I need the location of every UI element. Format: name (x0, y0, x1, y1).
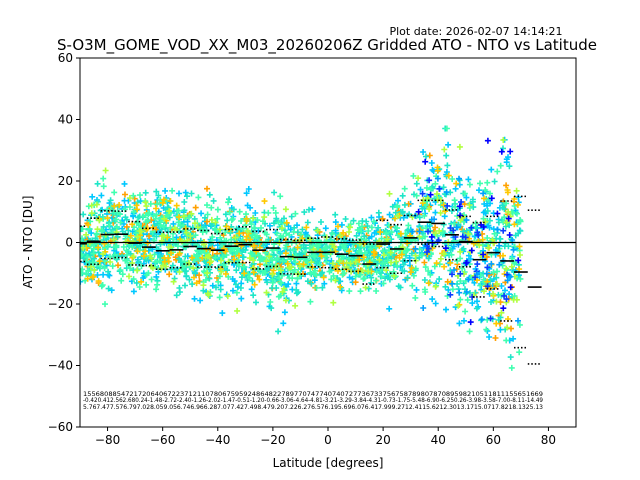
y-tick-label: 40 (58, 113, 73, 127)
y-axis-label: ATO - NTO [DU] (21, 196, 35, 289)
x-tick-label: 0 (324, 433, 332, 447)
x-axis-label: Latitude [degrees] (273, 456, 384, 470)
x-axis: −80 −60 −40 −20 0 20 40 60 80 (95, 427, 556, 447)
bin-stds-row: 5.767.477.576.797.028.059.056.746.966.28… (83, 404, 543, 411)
scatter-points (80, 125, 524, 371)
bin-counts-row: 1556808854721720640672237121107806759592… (83, 391, 543, 398)
y-tick-label: 0 (65, 236, 73, 250)
y-tick-label: −20 (48, 297, 73, 311)
plot-date: Plot date: 2026-02-07 14:14:21 (389, 25, 562, 38)
y-tick-label: −60 (48, 420, 73, 434)
statistic-lines (80, 195, 542, 365)
scatter-marker-group (80, 137, 523, 331)
x-tick-label: −20 (260, 433, 285, 447)
x-tick-label: 80 (541, 433, 556, 447)
scatter-marker-group (409, 175, 521, 324)
y-axis: −60 −40 −20 0 20 40 60 (48, 51, 80, 434)
chart-title: S-O3M_GOME_VOD_XX_M03_20260206Z Gridded … (57, 36, 597, 55)
x-tick-label: −60 (150, 433, 175, 447)
y-tick-label: 60 (58, 51, 73, 65)
x-tick-label: −80 (95, 433, 120, 447)
x-tick-label: 60 (486, 433, 501, 447)
y-tick-label: 20 (58, 174, 73, 188)
x-tick-label: 40 (431, 433, 446, 447)
bin-statistics: 1556808854721720640672237121107806759592… (83, 391, 543, 411)
bin-means-row: -0.420.412.562.680.24-1.48-2.72-2.40-1.2… (83, 397, 543, 404)
plot-area: 1556808854721720640672237121107806759592… (79, 57, 577, 428)
x-tick-label: −40 (205, 433, 230, 447)
x-tick-label: 20 (375, 433, 390, 447)
y-tick-label: −40 (48, 359, 73, 373)
